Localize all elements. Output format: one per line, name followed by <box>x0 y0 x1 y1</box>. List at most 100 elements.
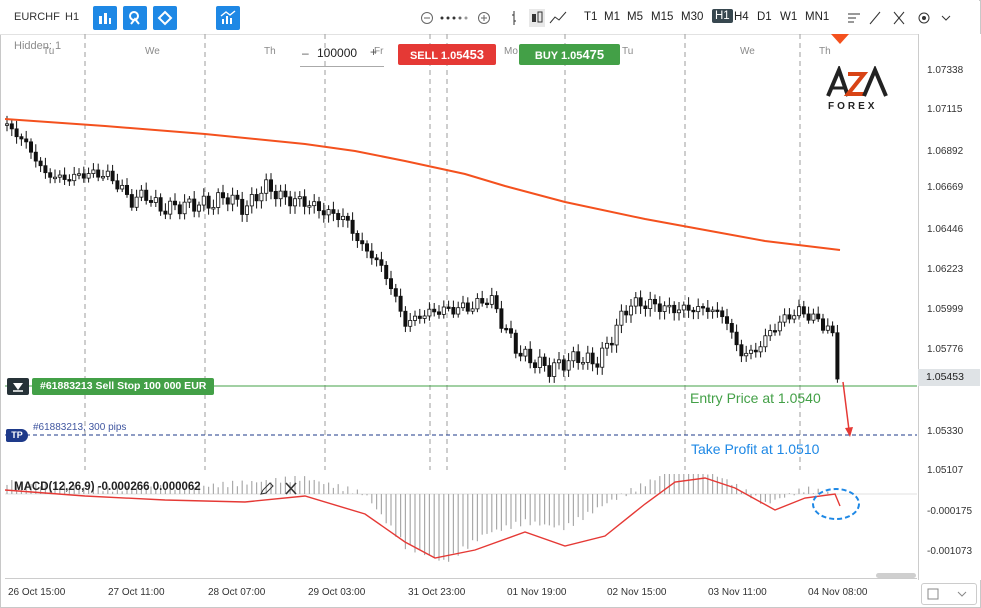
indicators-button[interactable] <box>216 6 240 30</box>
candle-body <box>120 184 125 190</box>
candle-body <box>201 195 206 206</box>
candle-body <box>552 362 557 377</box>
time-tick-label: 26 Oct 15:00 <box>8 587 66 598</box>
candle-body <box>216 192 221 208</box>
pencil-icon <box>129 11 140 25</box>
candle-body <box>811 313 816 321</box>
candle-body <box>206 195 211 209</box>
tab-timeframe-m15[interactable]: M15 <box>651 11 674 23</box>
candle-body <box>489 295 494 305</box>
tab-timeframe-m1[interactable]: M1 <box>604 11 620 23</box>
candle-body <box>768 330 773 337</box>
objects-button[interactable] <box>153 6 177 30</box>
candle-body <box>422 315 427 319</box>
candle-body <box>350 219 355 234</box>
price-tick-label: 1.05330 <box>927 426 964 437</box>
tab-timeframe-m30[interactable]: M30 <box>681 11 704 23</box>
candle-body <box>5 123 9 126</box>
candle-body <box>259 192 264 202</box>
macd-controls[interactable] <box>259 481 303 497</box>
chart-scrollbar[interactable] <box>876 573 916 578</box>
current-price-tag: 1.05453 <box>918 369 980 386</box>
tab-timeframe-t1[interactable]: T1 <box>584 11 598 23</box>
time-tick-label: 29 Oct 03:00 <box>308 587 366 598</box>
candle-body <box>355 233 360 242</box>
candle-body <box>105 170 110 177</box>
expand-icon <box>927 588 939 600</box>
price-tick-label: 1.06892 <box>927 146 964 157</box>
candle-body <box>283 190 288 198</box>
price-chart[interactable]: Tu We Th Fr Mo Tu We Th <box>5 34 917 470</box>
candle-body <box>9 123 14 130</box>
candle-body <box>340 215 345 221</box>
hidden-objects-label[interactable]: Hidden: 1 <box>14 40 62 52</box>
candle-body <box>681 304 686 311</box>
tab-timeframe-h1[interactable]: H1 <box>712 9 733 23</box>
candle-body <box>460 302 465 309</box>
time-axis[interactable]: 26 Oct 15:00 27 Oct 11:00 28 Oct 07:00 29 O… <box>5 578 917 607</box>
tab-timeframe-w1[interactable]: W1 <box>780 11 798 23</box>
candle-body <box>101 176 106 179</box>
candle-body <box>456 307 461 315</box>
quantity-input[interactable]: – 100000 + <box>300 42 384 67</box>
price-axis[interactable]: 1.07338 1.07115 1.06892 1.06669 1.06446 1.062… <box>918 34 981 580</box>
candle-body <box>48 172 53 178</box>
drawing-tools-button[interactable] <box>123 6 147 30</box>
entry-price-annotation: Entry Price at 1.0540 <box>690 390 821 406</box>
chart-type-button[interactable] <box>93 6 117 30</box>
candle-body <box>484 302 489 306</box>
tab-timeframe-d1[interactable]: D1 <box>757 11 772 23</box>
symbol-selector[interactable]: EURCHF <box>14 11 60 23</box>
candle-body <box>825 325 830 331</box>
tab-timeframe-mn1[interactable]: MN1 <box>805 11 830 23</box>
candle-body <box>196 204 201 212</box>
plus-icon: + <box>370 45 378 59</box>
candle-body <box>710 309 715 313</box>
candle-body <box>835 332 840 380</box>
tab-timeframe-m5[interactable]: M5 <box>627 11 643 23</box>
candle-body <box>696 306 701 313</box>
candle-body <box>648 298 653 309</box>
expand-panel[interactable] <box>921 583 977 605</box>
tab-timeframe-h4[interactable]: H4 <box>734 11 749 23</box>
highlight-circle <box>812 488 860 520</box>
indicators-icon <box>220 10 236 24</box>
candle-body <box>115 180 120 190</box>
timeframe-selector[interactable]: H1 <box>65 11 80 23</box>
bar-chart-icon <box>99 13 111 24</box>
candle-body <box>288 196 293 207</box>
take-profit-badge[interactable]: TP <box>6 429 28 442</box>
candle-body <box>744 352 749 357</box>
candle-body <box>148 200 153 203</box>
candle-body <box>72 173 77 182</box>
right-tools[interactable] <box>846 10 966 26</box>
candle-body <box>172 200 177 206</box>
candle-body <box>244 205 249 215</box>
candle-body <box>249 194 254 207</box>
candle-body <box>614 324 619 346</box>
candle-body <box>412 315 417 321</box>
zoom-slider[interactable] <box>421 11 491 25</box>
candle-body <box>441 306 446 315</box>
sell-stop-order-label[interactable]: #61883213 Sell Stop 100 000 EUR <box>32 378 215 395</box>
candle-body <box>797 306 802 317</box>
candle-body <box>379 259 384 266</box>
chevron-down-icon <box>957 591 967 597</box>
candle-body <box>758 346 763 353</box>
sell-button[interactable]: SELL 1.05453 <box>398 44 496 65</box>
candle-body <box>662 305 667 312</box>
candle-body <box>220 192 225 199</box>
candle-body <box>302 196 307 207</box>
candle-body <box>720 310 725 318</box>
buy-button[interactable]: BUY 1.05475 <box>519 44 620 65</box>
macd-panel[interactable] <box>5 474 917 576</box>
candle-body <box>624 310 629 316</box>
candle-body <box>19 136 24 140</box>
order-handle[interactable] <box>7 378 29 395</box>
price-tick-label: 1.05107 <box>927 465 964 476</box>
candle-body <box>581 362 586 365</box>
chart-style-icons[interactable] <box>510 9 570 27</box>
price-tick-label: 1.06669 <box>927 182 964 193</box>
candle-body <box>177 204 182 215</box>
candle-body <box>312 201 317 207</box>
